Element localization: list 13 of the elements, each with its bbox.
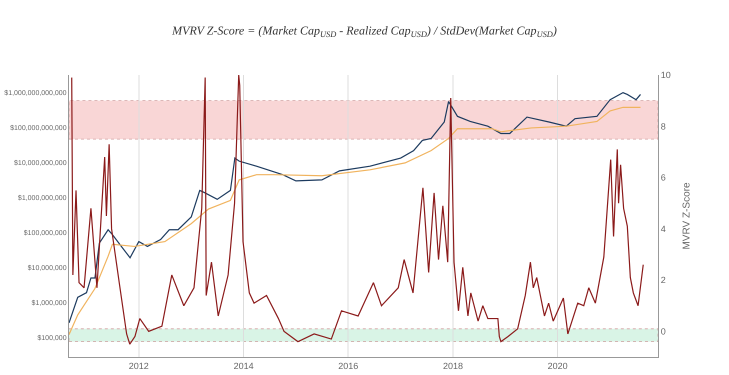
y2-axis-title: MVRV Z-Score <box>681 182 692 250</box>
x-tick-label: 2018 <box>443 360 464 371</box>
chart-title: MVRV Z-Score = (Market Cap$_{USD}$ - Realized Cap$_{USD}$) / StdDev(Market Cap$_{USD}$) <box>171 24 557 40</box>
x-tick-label: 2020 <box>548 360 568 371</box>
y2-tick-label: 6 <box>660 172 666 183</box>
y2-tick-label: 10 <box>660 70 671 80</box>
y2-tick-label: 8 <box>660 121 666 132</box>
x-tick-label: 2012 <box>128 360 149 371</box>
x-tick-label: 2014 <box>234 360 254 371</box>
x-tick-label: 2016 <box>338 360 358 371</box>
y2-tick-label: 4 <box>660 224 666 234</box>
y2-tick-label: 2 <box>660 275 666 286</box>
y2-tick-label: 0 <box>660 326 666 337</box>
